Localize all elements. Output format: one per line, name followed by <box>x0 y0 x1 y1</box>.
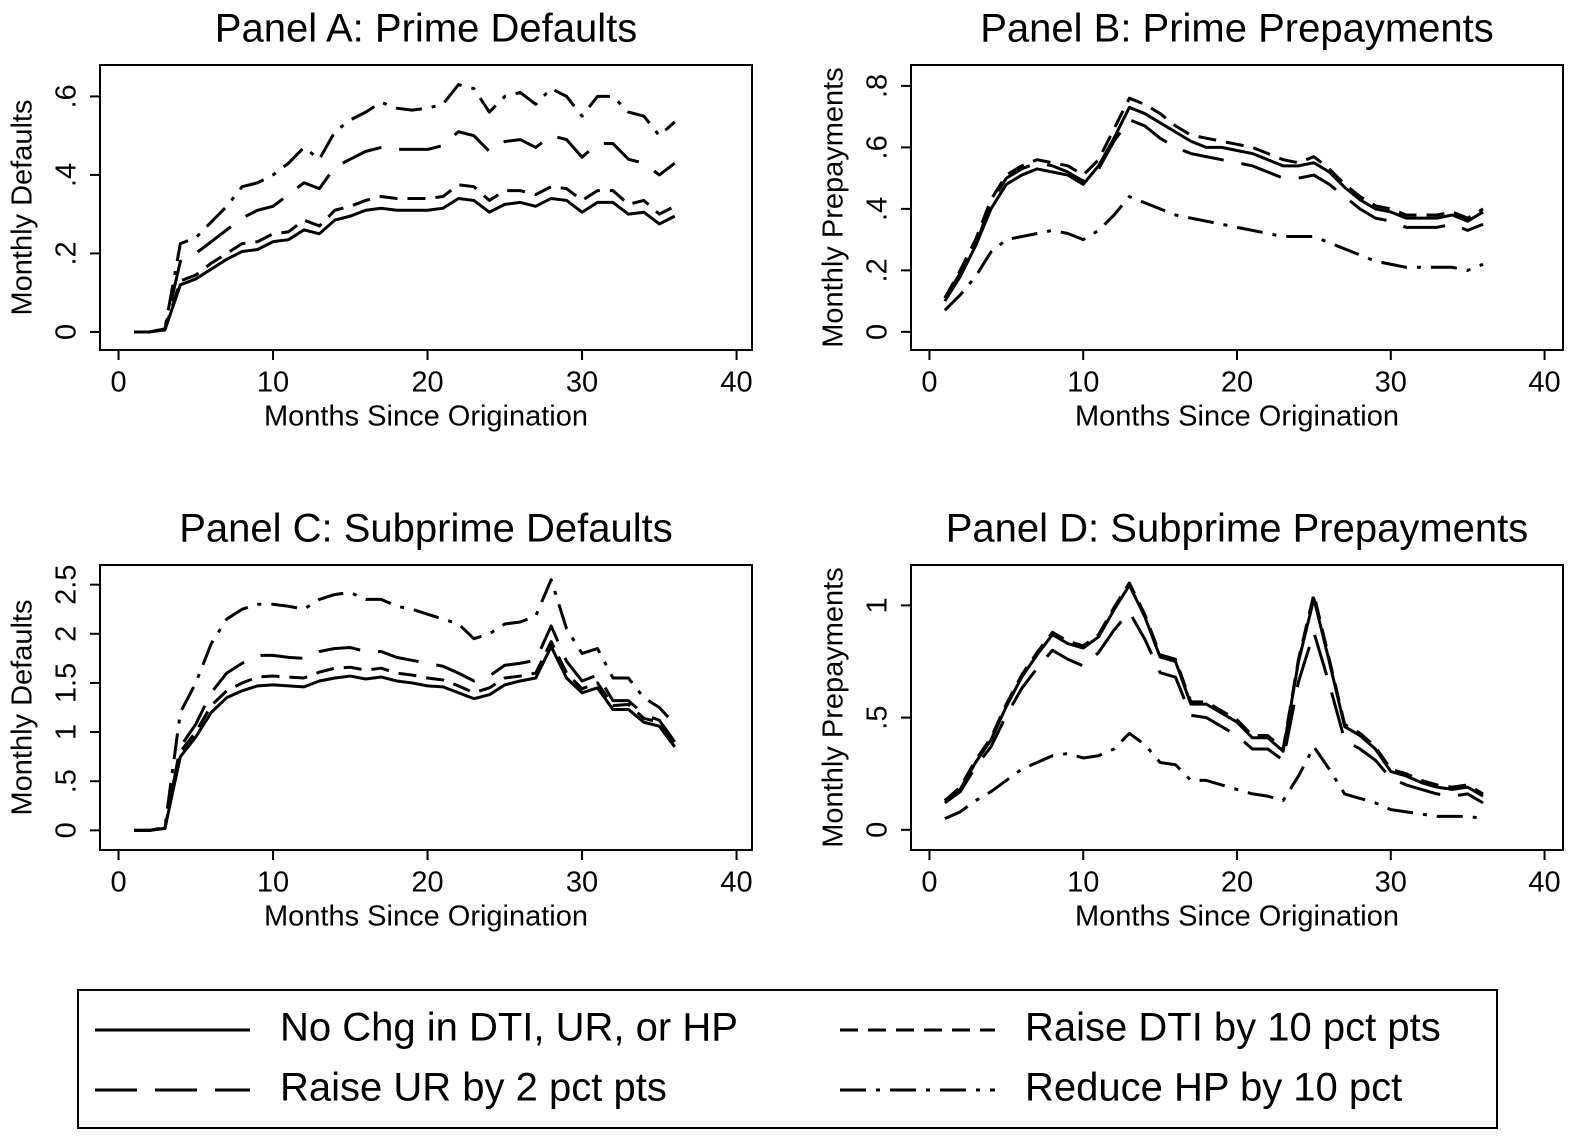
y-tick-label: 0 <box>51 822 83 838</box>
y-tick-label: 0 <box>51 324 83 340</box>
y-tick-label: 1 <box>862 597 894 613</box>
y-tick-label: 2 <box>51 626 83 642</box>
x-tick-label: 30 <box>1375 367 1407 399</box>
legend-label: Raise DTI by 10 pct pts <box>1025 1006 1441 1050</box>
x-tick-label: 10 <box>257 867 289 899</box>
plot-frame <box>99 64 753 351</box>
x-axis-label: Months Since Origination <box>1075 401 1399 433</box>
series-line <box>133 130 676 334</box>
x-tick-label: 30 <box>566 867 598 899</box>
y-tick-label: .8 <box>862 74 894 98</box>
x-axis-label: Months Since Origination <box>264 401 588 433</box>
series-line <box>133 624 676 832</box>
y-tick-label: .4 <box>862 197 894 221</box>
y-tick-label: .5 <box>862 706 894 730</box>
x-tick-label: 0 <box>921 367 937 399</box>
x-tick-label: 0 <box>110 867 126 899</box>
y-tick-label: .6 <box>51 84 83 108</box>
series-line <box>943 118 1484 299</box>
x-axis-label: Months Since Origination <box>264 901 588 933</box>
series-line <box>133 83 676 334</box>
x-tick-label: 40 <box>1528 867 1560 899</box>
y-tick-label: 2.5 <box>51 564 83 604</box>
series-line <box>133 183 676 334</box>
y-tick-label: .2 <box>51 241 83 265</box>
legend-label: No Chg in DTI, UR, or HP <box>280 1006 738 1050</box>
y-tick-label: 0 <box>862 822 894 838</box>
series-line <box>133 196 676 334</box>
y-axis-label: Monthly Defaults <box>7 600 39 816</box>
series-line <box>943 96 1484 299</box>
series-line <box>943 581 1484 802</box>
y-tick-label: 1.5 <box>51 663 83 703</box>
panel-title: Panel C: Subprime Defaults <box>179 507 673 551</box>
x-tick-label: 30 <box>566 367 598 399</box>
series-line <box>943 105 1484 302</box>
x-axis-label: Months Since Origination <box>1075 901 1399 933</box>
legend-box <box>77 989 1498 1129</box>
x-tick-label: 20 <box>1221 867 1253 899</box>
series-line <box>133 645 676 832</box>
x-tick-label: 0 <box>921 867 937 899</box>
y-axis-label: Monthly Prepayments <box>818 567 850 847</box>
x-tick-label: 20 <box>411 867 443 899</box>
y-tick-label: 0 <box>862 324 894 340</box>
series-line <box>133 578 676 832</box>
x-tick-label: 30 <box>1375 867 1407 899</box>
y-tick-label: .6 <box>862 135 894 159</box>
x-tick-label: 10 <box>1067 367 1099 399</box>
x-tick-label: 10 <box>257 367 289 399</box>
x-tick-label: 40 <box>720 867 752 899</box>
x-tick-label: 20 <box>411 367 443 399</box>
panel-title: Panel D: Subprime Prepayments <box>946 507 1529 551</box>
plot-frame <box>910 64 1564 351</box>
legend-label: Raise UR by 2 pct pts <box>280 1066 667 1110</box>
series-line <box>943 583 1484 802</box>
x-tick-label: 20 <box>1221 367 1253 399</box>
y-axis-label: Monthly Prepayments <box>818 67 850 347</box>
x-tick-label: 40 <box>1528 367 1560 399</box>
y-tick-label: .5 <box>51 769 83 793</box>
y-tick-label: 1 <box>51 724 83 740</box>
panel-title: Panel B: Prime Prepayments <box>980 7 1494 51</box>
x-tick-label: 0 <box>110 367 126 399</box>
series-line <box>133 640 676 832</box>
plot-frame <box>99 564 753 851</box>
y-tick-label: .4 <box>51 163 83 187</box>
panel-title: Panel A: Prime Defaults <box>215 7 637 51</box>
y-axis-label: Monthly Defaults <box>7 100 39 316</box>
legend-label: Reduce HP by 10 pct <box>1025 1066 1402 1110</box>
y-tick-label: .2 <box>862 258 894 282</box>
x-tick-label: 40 <box>720 367 752 399</box>
x-tick-label: 10 <box>1067 867 1099 899</box>
plot-frame <box>910 564 1564 851</box>
series-line <box>944 731 1484 821</box>
series-line <box>943 610 1484 805</box>
series-line <box>943 195 1484 312</box>
